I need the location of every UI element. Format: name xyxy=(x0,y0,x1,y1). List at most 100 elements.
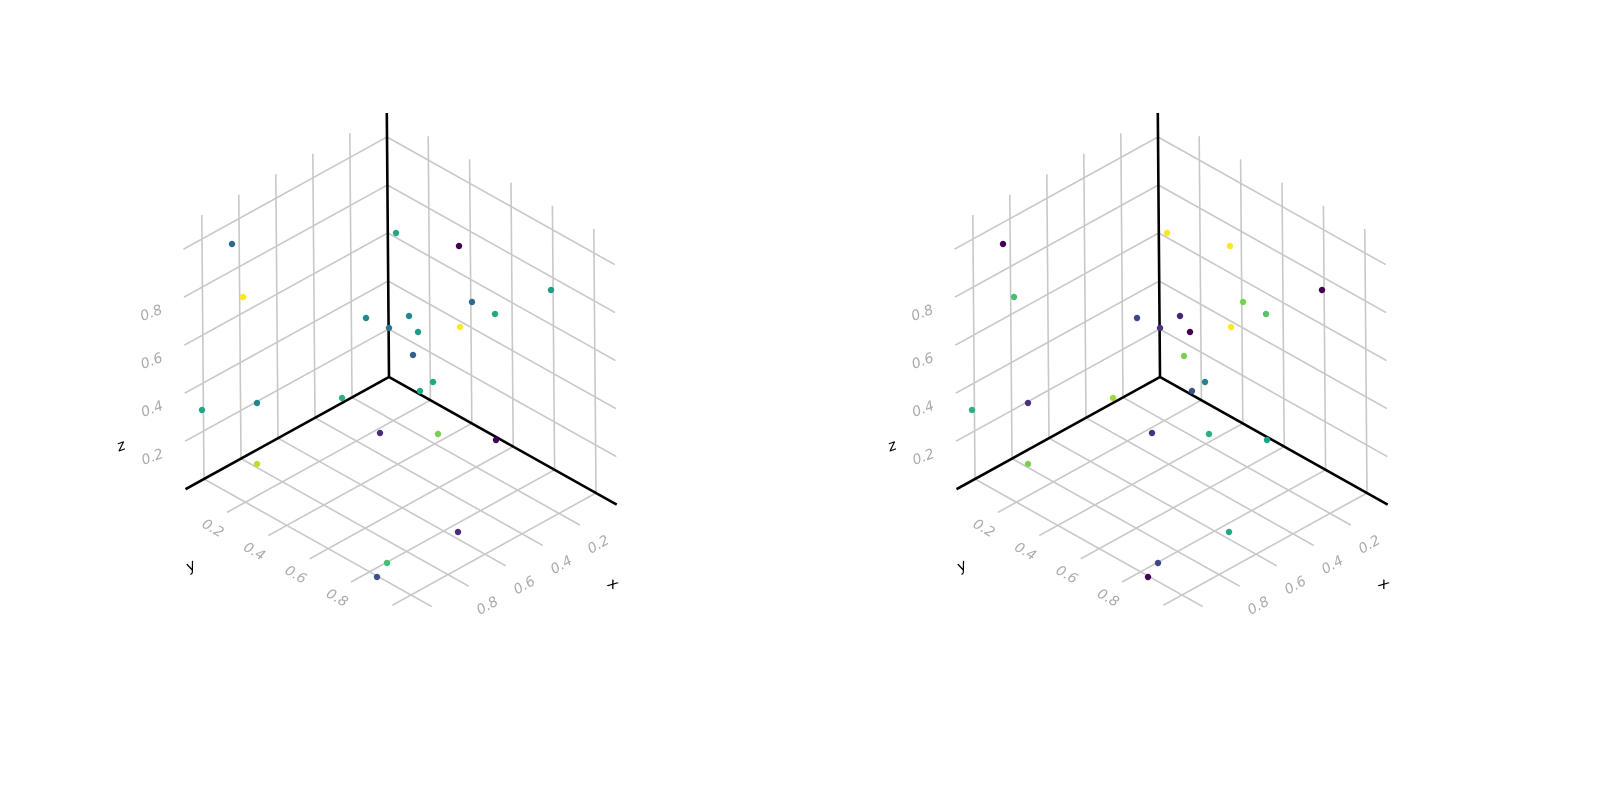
data-point xyxy=(1180,352,1188,360)
z-tick-label: 0.6 xyxy=(910,350,936,373)
x-axis-label: x xyxy=(604,573,622,594)
y-tick-label: 0.4 xyxy=(1319,553,1346,578)
x-axis xyxy=(388,375,618,506)
wall-xz-horizontal xyxy=(387,280,617,410)
wall-yz-horizontal xyxy=(954,232,1160,346)
wall-xz-vertical xyxy=(468,159,473,424)
wall-xz-horizontal xyxy=(1158,184,1387,314)
wall-xz-horizontal xyxy=(386,136,616,266)
wall-yz-vertical xyxy=(201,214,205,480)
wall-yz-horizontal xyxy=(183,136,388,250)
wall-yz-vertical xyxy=(1083,153,1087,418)
z-axis xyxy=(385,112,391,378)
wall-yz-vertical xyxy=(1046,174,1050,439)
floor-gridline-x xyxy=(226,399,431,514)
wall-xz-vertical xyxy=(510,182,514,447)
y-tick-label: 0.2 xyxy=(1356,532,1383,557)
y-tick-label: 0.2 xyxy=(585,532,612,557)
x-tick-label: 0.8 xyxy=(1094,586,1121,611)
wall-xz-horizontal xyxy=(1157,136,1387,266)
data-point xyxy=(1176,312,1184,320)
wall-yz-vertical xyxy=(349,133,353,398)
data-point xyxy=(1227,323,1235,331)
wall-yz-horizontal xyxy=(184,328,389,442)
data-point xyxy=(492,436,500,444)
data-point xyxy=(434,430,442,438)
floor-gridline-y xyxy=(314,417,544,547)
wall-xz-horizontal xyxy=(387,232,616,362)
data-point xyxy=(338,394,346,402)
z-tick-label: 0.4 xyxy=(139,398,165,421)
y-tick-label: 0.8 xyxy=(474,594,501,619)
floor-gridline-y xyxy=(1085,417,1315,547)
data-point xyxy=(253,460,261,468)
wall-xz-horizontal xyxy=(1158,280,1388,410)
data-point xyxy=(373,573,381,581)
floor-gridline-x xyxy=(392,492,597,606)
y-axis-label: y xyxy=(182,555,201,576)
data-point xyxy=(1226,242,1234,250)
data-point xyxy=(491,310,499,318)
y-axis xyxy=(955,375,1161,491)
data-point xyxy=(1156,324,1164,332)
floor-gridline-x xyxy=(997,399,1202,514)
x-tick-label: 0.4 xyxy=(240,539,267,564)
wall-yz-vertical xyxy=(1009,194,1013,459)
floor-gridline-x xyxy=(1163,492,1368,606)
wall-xz-vertical xyxy=(1322,205,1327,470)
x-tick-label: 0.6 xyxy=(1053,563,1080,588)
wall-yz-horizontal xyxy=(183,232,389,346)
data-point xyxy=(1201,378,1209,386)
data-point xyxy=(392,229,400,237)
z-tick-label: 0.8 xyxy=(138,302,164,325)
wall-yz-horizontal xyxy=(955,280,1160,394)
floor-gridline-y xyxy=(240,457,470,587)
z-tick-label: 0.8 xyxy=(909,302,935,325)
data-point xyxy=(999,240,1007,248)
floor-gridline-y xyxy=(277,437,507,567)
data-point xyxy=(1024,399,1032,407)
wall-yz-vertical xyxy=(275,174,279,439)
x-tick-label: 0.6 xyxy=(282,563,309,588)
data-point xyxy=(362,314,370,322)
data-point xyxy=(1186,328,1194,336)
data-point xyxy=(376,429,384,437)
x-tick-label: 0.2 xyxy=(199,516,226,541)
data-point xyxy=(1154,559,1162,567)
data-point xyxy=(1318,286,1326,294)
data-point xyxy=(1239,298,1247,306)
data-point xyxy=(1109,394,1117,402)
data-point xyxy=(968,406,976,414)
data-point xyxy=(1205,430,1213,438)
floor-gridline-y xyxy=(203,478,433,608)
subplot-1: 0.2 0.4 0.6 0.8 0.2 0.4 0.6 0.8 0.2 0.4 0.6 0.8 x y z xyxy=(113,112,622,619)
wall-xz-vertical xyxy=(1239,159,1244,424)
x-axis xyxy=(1159,375,1389,506)
wall-yz-horizontal xyxy=(183,184,388,298)
data-point xyxy=(1225,528,1233,536)
z-tick-label: 0.6 xyxy=(139,350,165,373)
floor-gridline-y xyxy=(1011,457,1241,587)
data-point xyxy=(1263,436,1271,444)
data-point xyxy=(253,399,261,407)
data-point xyxy=(228,240,236,248)
floor-gridline-y xyxy=(351,396,581,526)
data-point xyxy=(1163,229,1171,237)
subplot-2: 0.2 0.4 0.6 0.8 0.2 0.4 0.6 0.8 0.2 0.4 0.6 0.8 x y z xyxy=(884,112,1393,619)
wall-xz-horizontal xyxy=(1159,328,1388,458)
wall-yz-horizontal xyxy=(954,136,1159,250)
data-point xyxy=(1024,460,1032,468)
x-tick-label: 0.8 xyxy=(323,586,350,611)
wall-xz-vertical xyxy=(1364,228,1368,494)
data-point xyxy=(409,351,417,359)
floor-gridline-x xyxy=(309,445,514,560)
data-point xyxy=(1144,573,1152,581)
x-axis-label: x xyxy=(1375,573,1393,594)
x-tick-label: 0.2 xyxy=(970,516,997,541)
floor-gridline-x xyxy=(1080,445,1285,560)
z-tick-label: 0.2 xyxy=(139,446,165,469)
data-point xyxy=(1148,429,1156,437)
wall-yz-horizontal xyxy=(955,328,1160,442)
wall-yz-horizontal xyxy=(184,280,389,394)
